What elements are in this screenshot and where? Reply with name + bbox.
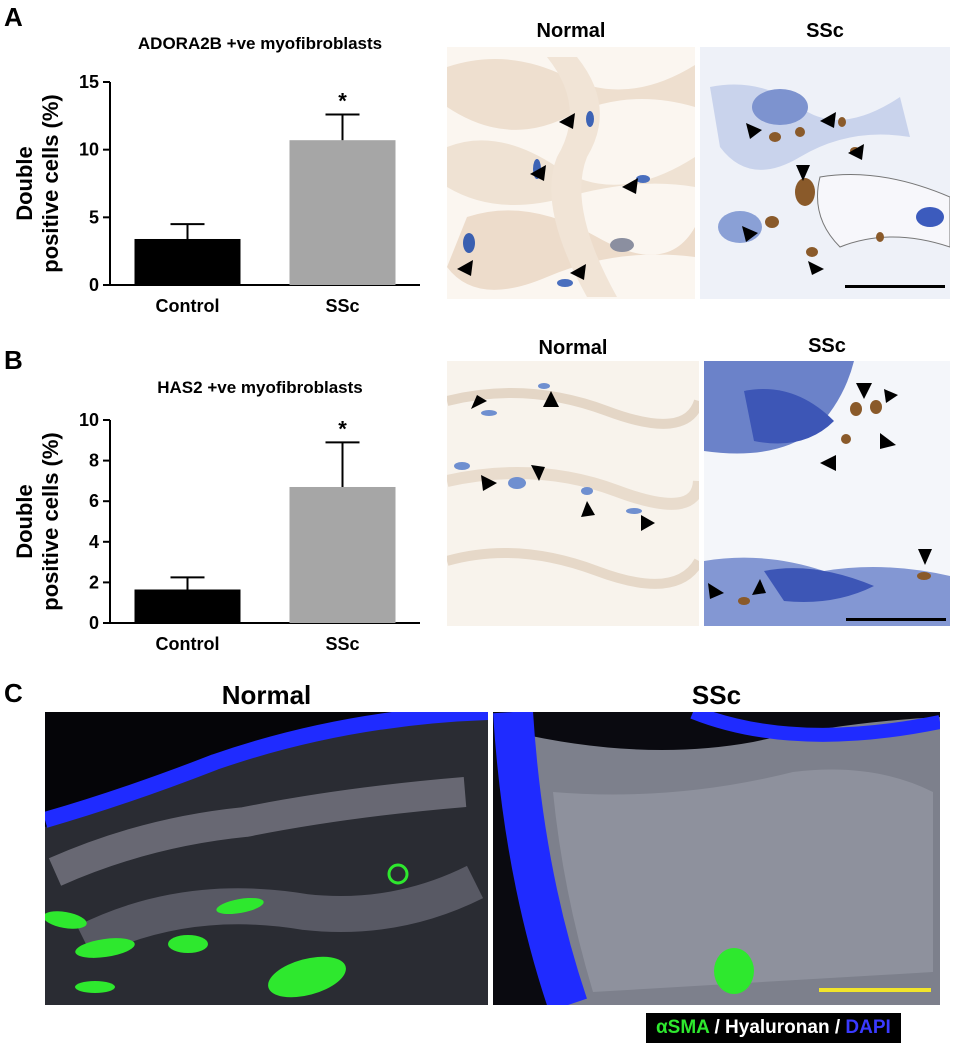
chart-a-category-label: Control <box>156 296 220 316</box>
legend-hyaluronan: / Hyaluronan / <box>709 1017 846 1038</box>
chart-a-title: ADORA2B +ve myofibroblasts <box>137 34 383 53</box>
chart-b-ytick-label: 2 <box>89 572 99 592</box>
chart-a: 0 5 10 15 Double positive cells (%) Control * SS… <box>12 72 420 316</box>
micro-b-ssc-label: SSc <box>808 335 846 357</box>
chart-a-ylabel: Double <box>12 146 37 221</box>
chart-a-bar-control <box>134 238 241 285</box>
panel-b-letter: B <box>4 345 23 375</box>
chart-b-ytick-label: 4 <box>89 532 99 552</box>
panel-a-letter: A <box>4 2 23 32</box>
fluorescence-normal <box>45 712 488 1005</box>
chart-b-category-label: Control <box>156 634 220 654</box>
chart-a-category-label: SSc <box>325 296 359 316</box>
chart-b-ylabel: positive cells (%) <box>38 432 63 611</box>
legend-dapi: DAPI <box>845 1017 891 1038</box>
fluorescence-ssc <box>493 712 940 1005</box>
micro-a-ssc-label: SSc <box>806 20 844 42</box>
legend-asma: αSMA <box>656 1017 710 1038</box>
chart-b-ylabel: Double <box>12 484 37 559</box>
panel-c-letter: C <box>4 678 23 708</box>
chart-b-title: HAS2 +ve myofibroblasts <box>157 378 363 397</box>
chart-b-significance-marker: * <box>338 416 347 441</box>
chart-a-significance-marker: * <box>338 88 347 113</box>
chart-a-bar-ssc <box>289 140 396 285</box>
chart-b-bar-ssc <box>289 486 396 623</box>
micro-a-normal-label: Normal <box>536 20 606 42</box>
channel-legend: αSMA / Hyaluronan / DAPI <box>646 1013 901 1043</box>
chart-b-category-label: SSc <box>325 634 359 654</box>
chart-a-ytick-label: 15 <box>79 72 99 92</box>
chart-a-ytick-label: 10 <box>79 140 99 160</box>
panel-c-normal-label: Normal <box>221 680 312 710</box>
micro-b-normal-label: Normal <box>538 337 608 359</box>
chart-b-ytick-label: 0 <box>89 613 99 633</box>
micrograph-b-ssc <box>704 361 950 626</box>
chart-a-ytick-label: 5 <box>89 207 99 227</box>
micrograph-b-normal <box>447 361 699 626</box>
micrograph-a-normal <box>447 47 695 299</box>
chart-b-ytick-label: 6 <box>89 491 99 511</box>
chart-b-bar-control <box>134 589 241 623</box>
chart-b: 0 2 4 6 8 10 Double positive cells (%) Control * S… <box>12 410 420 654</box>
chart-a-ytick-label: 0 <box>89 275 99 295</box>
chart-a-ylabel: positive cells (%) <box>38 94 63 273</box>
chart-b-ytick-label: 8 <box>89 451 99 471</box>
chart-b-ytick-label: 10 <box>79 410 99 430</box>
micrograph-a-ssc <box>700 47 950 299</box>
panel-c-ssc-label: SSc <box>691 680 742 710</box>
